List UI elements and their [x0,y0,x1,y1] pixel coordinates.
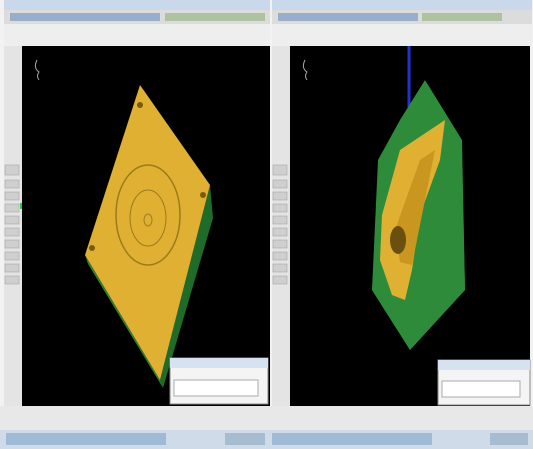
left-window [4,0,270,406]
title-bar [4,0,270,10]
toolbar-icons [278,13,502,21]
toolbar-area [4,24,270,46]
dialog[interactable] [437,359,531,406]
plate-features [115,164,181,266]
plate-holes [89,102,206,251]
side-panel [272,46,290,406]
title-bar [272,0,532,10]
axis-icon [302,59,308,81]
side-panel [4,46,22,406]
dialog[interactable] [169,357,269,405]
plate-side [160,185,213,388]
toolbar-area [272,24,532,46]
status-area [0,406,533,430]
part-hole [390,226,406,254]
side-buttons[interactable] [272,164,288,285]
axis-icon [34,59,40,81]
toolbar-icons [10,13,265,21]
plate-top [85,85,210,380]
plate-side [85,255,163,388]
taskbar-icons[interactable] [6,433,528,445]
side-buttons[interactable] [4,164,20,285]
right-window [272,0,532,406]
